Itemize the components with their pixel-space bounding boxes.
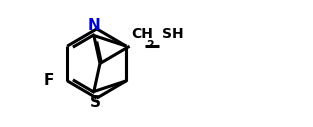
Text: F: F — [44, 73, 54, 88]
Text: SH: SH — [162, 27, 183, 41]
Text: S: S — [90, 95, 101, 110]
Text: CH: CH — [131, 27, 153, 41]
Text: 2: 2 — [146, 40, 154, 50]
Text: N: N — [87, 18, 100, 33]
